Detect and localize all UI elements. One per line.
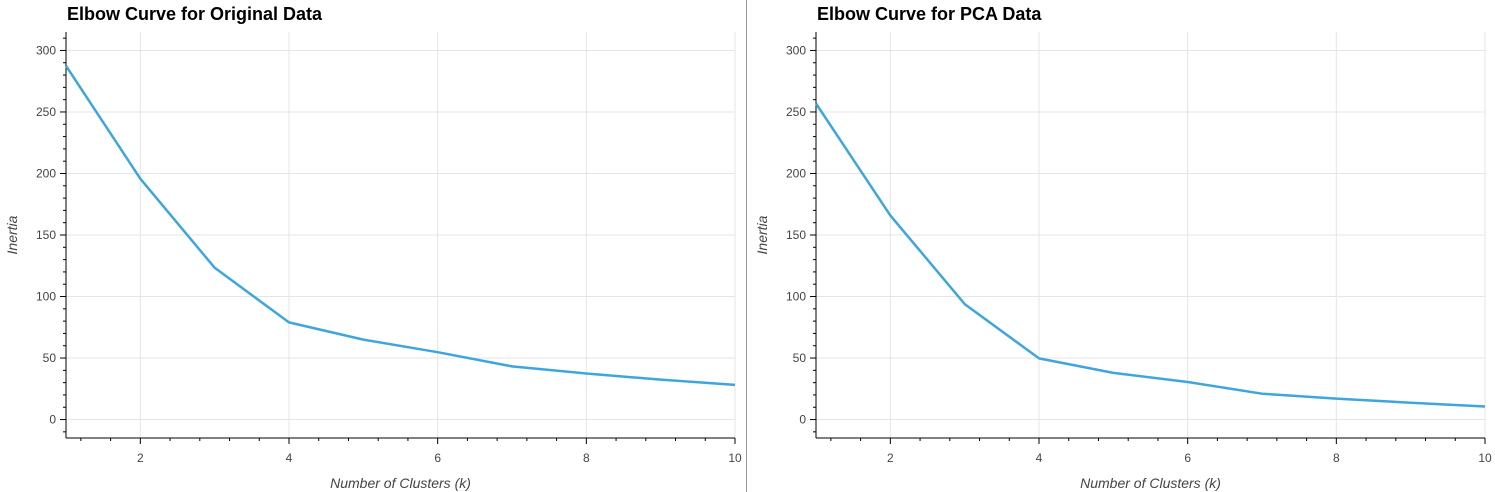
x-tick-label: 8 — [583, 451, 590, 465]
y-tick-label: 0 — [799, 413, 806, 427]
chart-plot: 0 50 100 150 200 250 300 2 4 6 8 10 Number of Cluste… — [4, 32, 742, 491]
y-axis-title: Inertia — [754, 215, 770, 254]
chart-title: Elbow Curve for Original Data — [67, 4, 323, 24]
y-tick-label: 50 — [43, 351, 57, 365]
y-tick-label: 150 — [36, 228, 56, 242]
x-tick-label: 6 — [1184, 451, 1191, 465]
y-tick-label: 0 — [49, 413, 56, 427]
x-tick-label: 6 — [434, 451, 441, 465]
y-axis-title: Inertia — [4, 215, 20, 254]
x-tick-label: 10 — [1478, 451, 1492, 465]
x-axis-title: Number of Clusters (k) — [330, 475, 471, 491]
y-tick-label: 50 — [793, 351, 807, 365]
chart-panel-pca: Elbow Curve for PCA Data 0 50 100 150 200 250… — [750, 0, 1495, 492]
y-tick-label: 100 — [36, 290, 56, 304]
chart-panel-original: Elbow Curve for Original Data 0 50 100 150 2… — [0, 0, 746, 492]
series-line — [814, 102, 1486, 408]
y-tick-label: 300 — [786, 43, 806, 57]
y-tick-label: 250 — [36, 105, 56, 119]
chart-title: Elbow Curve for PCA Data — [817, 4, 1042, 24]
y-tick-label: 200 — [786, 166, 806, 180]
x-tick-label: 2 — [137, 451, 144, 465]
panel-divider — [746, 0, 747, 492]
y-tick-label: 250 — [786, 105, 806, 119]
y-tick-label: 300 — [36, 43, 56, 57]
x-tick-label: 10 — [728, 451, 742, 465]
x-tick-label: 4 — [286, 451, 293, 465]
x-axis-title: Number of Clusters (k) — [1080, 475, 1221, 491]
x-tick-label: 4 — [1036, 451, 1043, 465]
y-tick-label: 100 — [786, 290, 806, 304]
y-tick-label: 200 — [36, 166, 56, 180]
series-line — [64, 65, 736, 387]
x-tick-label: 2 — [887, 451, 894, 465]
chart-plot: 0 50 100 150 200 250 300 2 4 6 8 10 Number of Cluste… — [754, 32, 1492, 491]
x-tick-label: 8 — [1333, 451, 1340, 465]
y-tick-label: 150 — [786, 228, 806, 242]
